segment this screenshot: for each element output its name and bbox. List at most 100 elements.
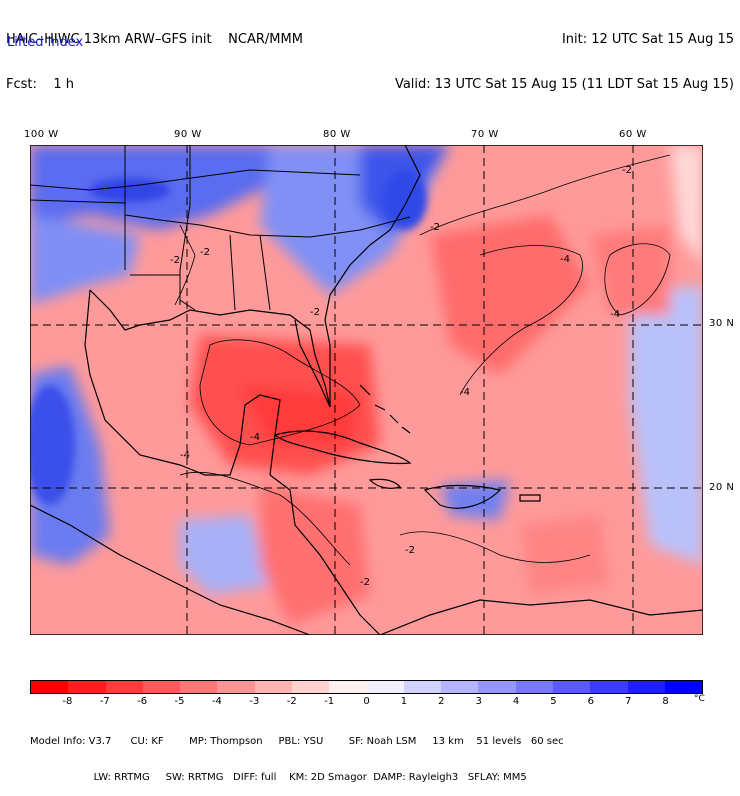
colorbar-swatch bbox=[142, 681, 181, 693]
contour-label: -2 bbox=[310, 307, 320, 318]
red-region-caribbean-west bbox=[260, 485, 370, 625]
colorbar-label: 8 bbox=[662, 696, 669, 707]
colorbar-label: 1 bbox=[400, 696, 408, 707]
blue-band-oklahoma bbox=[90, 178, 170, 202]
lat-label-30n: 30 N bbox=[709, 318, 735, 329]
gulf-coast bbox=[89, 289, 331, 408]
contour-label: -2 bbox=[405, 545, 415, 556]
field-name: Lifted index bbox=[7, 35, 84, 50]
colorbar-label: -2 bbox=[286, 696, 297, 707]
state-boundary-line bbox=[229, 234, 236, 311]
lon-label-90w: 90 W bbox=[174, 129, 202, 140]
colorbar-swatch bbox=[68, 681, 106, 693]
blue-region-texas bbox=[30, 215, 140, 305]
colorbar-label: 4 bbox=[512, 696, 520, 707]
lon-label-70w: 70 W bbox=[471, 129, 499, 140]
contour-label: -4 bbox=[180, 450, 190, 461]
gridlines bbox=[30, 145, 703, 635]
red-region-caribbean-east bbox=[520, 515, 610, 595]
colorbar-swatch bbox=[552, 681, 591, 693]
colorbar-swatch bbox=[515, 681, 553, 693]
state-boundary-line bbox=[30, 169, 361, 191]
colorbar-label: 7 bbox=[625, 696, 632, 707]
contour-minus4 bbox=[459, 245, 583, 396]
state-boundary-line bbox=[259, 234, 271, 311]
header-left: HAIC–HIWC 13km ARW–GFS init NCAR/MMM Fcs… bbox=[6, 2, 303, 107]
central-america-west-coast bbox=[30, 504, 311, 635]
contour-label: -4 bbox=[250, 432, 260, 443]
lat-label-20n: 20 N bbox=[709, 482, 735, 493]
colorbar-swatch bbox=[329, 681, 367, 693]
colorbar-label: 2 bbox=[438, 696, 445, 707]
colorbar-swatch bbox=[180, 681, 218, 693]
colorbar-swatch bbox=[441, 681, 479, 693]
colorbar-label: -5 bbox=[174, 696, 185, 707]
blue-region-hispaniola bbox=[440, 480, 510, 520]
contour-minus4-east bbox=[604, 243, 671, 316]
cuba bbox=[273, 430, 412, 464]
colorbar-swatch bbox=[627, 681, 665, 693]
colorbar-swatch bbox=[590, 681, 628, 693]
header-right: Init: 12 UTC Sat 15 Aug 15 Valid: 13 UTC… bbox=[395, 2, 734, 107]
contour-label: -2 bbox=[430, 222, 440, 233]
light-region-northeast bbox=[670, 145, 703, 265]
lifted-index-map: -2 -2 -2 -4 -4 -4 -4 -2 -2 -2 -4 -2 bbox=[30, 145, 703, 635]
mexico-coast bbox=[84, 289, 281, 476]
contour-minus2-caribbean bbox=[179, 471, 351, 566]
contour-minus2-south bbox=[399, 531, 591, 563]
colorbar-label: -7 bbox=[99, 696, 110, 707]
blue-band-carolinas bbox=[383, 170, 427, 230]
hispaniola bbox=[423, 484, 502, 509]
lon-label-80w: 80 W bbox=[323, 129, 351, 140]
colorbar-swatch bbox=[254, 681, 292, 693]
atlantic-coast bbox=[324, 145, 421, 407]
blue-region-central-america bbox=[180, 515, 270, 595]
contour-label: -2 bbox=[170, 255, 180, 266]
south-america-coast bbox=[379, 599, 703, 635]
central-america-east-coast bbox=[269, 474, 381, 635]
model-info-line2: LW: RRTMG SW: RRTMG DIFF: full KM: 2D Sm… bbox=[30, 772, 527, 783]
colorbar-label: -4 bbox=[211, 696, 222, 707]
contour-minus2-louisiana bbox=[174, 224, 196, 306]
contour-label: -4 bbox=[560, 254, 570, 265]
colorbar-label: 6 bbox=[587, 696, 595, 707]
contour-label: -2 bbox=[200, 247, 210, 258]
model-info-line1: Model Info: V3.7 CU: KF MP: Thompson PBL… bbox=[30, 736, 564, 747]
colorbar-swatch bbox=[105, 681, 143, 693]
colorbar-swatch bbox=[217, 681, 255, 693]
colorbar-swatch bbox=[366, 681, 404, 693]
colorbar-label: 5 bbox=[550, 696, 557, 707]
colorbar-swatch bbox=[664, 681, 703, 693]
colorbar-swatch bbox=[403, 681, 442, 693]
contour-minus4-gulf bbox=[199, 339, 361, 446]
colorbar-label: -6 bbox=[137, 696, 148, 707]
contour-label: -2 bbox=[622, 165, 632, 176]
colorbar-swatch bbox=[31, 681, 69, 693]
contour-label: -2 bbox=[360, 577, 370, 588]
jamaica bbox=[368, 478, 402, 489]
colorbar-label: 0 bbox=[363, 696, 370, 707]
colorbar-unit: °C bbox=[694, 694, 705, 704]
colorbar bbox=[30, 680, 703, 694]
model-title: HAIC–HIWC 13km ARW–GFS init NCAR/MMM bbox=[6, 32, 303, 47]
colorbar-label: -1 bbox=[324, 696, 335, 707]
colorbar-label: 3 bbox=[475, 696, 482, 707]
colorbar-label: -3 bbox=[249, 696, 260, 707]
lon-label-100w: 100 W bbox=[24, 129, 59, 140]
coastlines bbox=[30, 145, 703, 635]
contour-labels: -2 -2 -2 -4 -4 -4 -4 -2 -2 -2 -4 -2 bbox=[170, 165, 632, 588]
blue-region-east bbox=[630, 285, 703, 565]
blue-band-mexico-coast bbox=[30, 385, 75, 505]
red-region-atlantic bbox=[430, 215, 590, 375]
puerto-rico bbox=[519, 494, 541, 502]
model-info: Model Info: V3.7 CU: KF MP: Thompson PBL… bbox=[30, 712, 564, 796]
forecast-hour: Fcst: 1 h bbox=[6, 77, 75, 92]
colorbar-swatch bbox=[291, 681, 330, 693]
init-time: Init: 12 UTC Sat 15 Aug 15 bbox=[561, 32, 734, 47]
colorbar-swatch bbox=[478, 681, 516, 693]
lon-label-60w: 60 W bbox=[619, 129, 647, 140]
valid-time: Valid: 13 UTC Sat 15 Aug 15 (11 LDT Sat … bbox=[394, 77, 734, 92]
contour-label: -4 bbox=[610, 309, 620, 320]
colorbar-label: -8 bbox=[62, 696, 73, 707]
contour-label: -4 bbox=[460, 387, 470, 398]
